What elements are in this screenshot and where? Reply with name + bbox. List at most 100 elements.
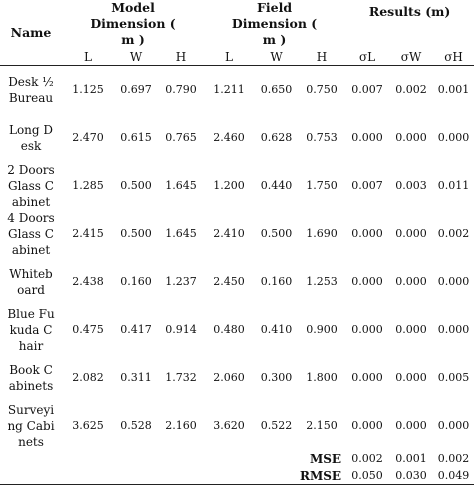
field-height-cell: 0.750 [306, 83, 338, 96]
field-width-cell: 0.160 [260, 275, 293, 288]
sigma-width-cell: 0.000 [395, 131, 427, 144]
field-height-cell: 0.900 [306, 323, 338, 336]
model-height-cell: 0.765 [165, 131, 197, 144]
model-height-cell: 1.645 [165, 227, 197, 240]
sigma-height-cell: 0.000 [437, 323, 470, 336]
sigma-length-cell: 0.000 [351, 323, 383, 336]
field-length-cell: 2.060 [213, 371, 245, 384]
sigma-length-cell: 0.007 [351, 83, 383, 96]
field-width-cell: 0.300 [260, 371, 293, 384]
row-name: Book Cabinets [8, 363, 54, 393]
field-length-cell: 2.460 [213, 131, 245, 144]
sigma-width-cell: 0.003 [395, 179, 427, 192]
sigma-width-header: σW [389, 48, 434, 66]
sigma-height-cell: 0.001 [437, 83, 470, 96]
model-width-cell: 0.528 [120, 419, 152, 432]
sigma-height-header: σH [433, 48, 474, 66]
row-name: Whiteboard [9, 267, 53, 297]
sigma-length-cell: 0.000 [351, 419, 383, 432]
field-length-cell: 1.211 [213, 83, 245, 96]
row-name: Surveying Cabinets [7, 403, 55, 449]
sigma-length-cell: 0.000 [351, 131, 383, 144]
model-height-header: H [158, 48, 205, 66]
model-height-cell: 1.732 [165, 371, 197, 384]
mse-row: MSE 0.002 0.001 0.002 [0, 450, 474, 467]
model-dimension-header: Model Dimension ( m ) [90, 0, 176, 47]
table-row: Desk ½ Bureau 1.125 0.697 0.790 1.211 0.… [0, 66, 474, 115]
rmse-label: RMSE [0, 467, 346, 485]
model-width-cell: 0.311 [120, 371, 152, 384]
model-length-header: L [62, 48, 114, 66]
model-height-cell: 1.645 [165, 179, 197, 192]
table-row: Surveying Cabinets 3.625 0.528 2.160 3.6… [0, 402, 474, 450]
field-height-cell: 1.690 [306, 227, 338, 240]
model-height-cell: 1.237 [165, 275, 197, 288]
field-width-cell: 0.440 [260, 179, 293, 192]
table-row: 2 Doors Glass Cabinet 1.285 0.500 1.645 … [0, 162, 474, 210]
table-row: 4 Doors Glass Cabinet 2.415 0.500 1.645 … [0, 210, 474, 258]
model-length-cell: 3.625 [72, 419, 104, 432]
table-row: Long Desk 2.470 0.615 0.765 2.460 0.628 … [0, 114, 474, 162]
field-length-header: L [204, 48, 255, 66]
rmse-sigma-width: 0.030 [389, 467, 434, 485]
sigma-length-cell: 0.000 [351, 371, 383, 384]
field-width-cell: 0.410 [260, 323, 293, 336]
mse-sigma-width: 0.001 [395, 451, 427, 465]
rmse-sigma-height: 0.049 [433, 467, 474, 485]
sigma-width-cell: 0.000 [395, 275, 427, 288]
field-width-cell: 0.628 [260, 131, 293, 144]
mse-label: MSE [309, 451, 342, 466]
sigma-length-cell: 0.007 [351, 179, 383, 192]
sigma-width-cell: 0.000 [395, 371, 427, 384]
sigma-width-cell: 0.000 [395, 419, 427, 432]
sigma-height-cell: 0.000 [437, 419, 470, 432]
model-length-cell: 2.470 [72, 131, 104, 144]
field-width-cell: 0.500 [260, 227, 293, 240]
model-width-cell: 0.500 [120, 179, 152, 192]
sigma-height-cell: 0.005 [437, 371, 470, 384]
field-length-cell: 0.480 [213, 323, 245, 336]
model-length-cell: 0.475 [72, 323, 104, 336]
results-header: Results (m) [368, 4, 451, 19]
model-length-cell: 2.415 [72, 227, 104, 240]
sigma-height-cell: 0.002 [437, 227, 470, 240]
model-length-cell: 1.125 [72, 83, 104, 96]
row-name: 4 Doors Glass Cabinet [7, 211, 55, 257]
row-name: Long Desk [8, 123, 54, 153]
sigma-height-cell: 0.011 [437, 179, 470, 192]
table-row: Blue Fukuda Chair 0.475 0.417 0.914 0.48… [0, 306, 474, 354]
field-height-cell: 2.150 [306, 419, 338, 432]
field-dimension-header: Field Dimension ( m ) [231, 0, 318, 47]
field-length-cell: 2.410 [213, 227, 245, 240]
sigma-width-cell: 0.000 [395, 227, 427, 240]
field-width-cell: 0.650 [260, 83, 293, 96]
sigma-width-cell: 0.000 [395, 323, 427, 336]
model-height-cell: 2.160 [165, 419, 197, 432]
table-row: Whiteboard 2.438 0.160 1.237 2.450 0.160… [0, 258, 474, 306]
model-length-cell: 1.285 [72, 179, 104, 192]
field-length-cell: 1.200 [213, 179, 245, 192]
row-name: 2 Doors Glass Cabinet [7, 163, 55, 209]
mse-sigma-length: 0.002 [351, 451, 383, 465]
field-height-cell: 1.800 [306, 371, 338, 384]
model-width-header: W [114, 48, 158, 66]
model-length-cell: 2.438 [72, 275, 104, 288]
sigma-length-cell: 0.000 [351, 227, 383, 240]
model-height-cell: 0.914 [165, 323, 197, 336]
sigma-height-cell: 0.000 [437, 131, 470, 144]
sigma-height-cell: 0.000 [437, 275, 470, 288]
model-width-cell: 0.697 [120, 83, 152, 96]
mse-sigma-height: 0.002 [437, 451, 470, 465]
sigma-length-cell: 0.000 [351, 275, 383, 288]
sigma-width-cell: 0.002 [395, 83, 427, 96]
model-width-cell: 0.417 [120, 323, 152, 336]
name-column-header: Name [0, 0, 62, 66]
model-width-cell: 0.160 [120, 275, 152, 288]
model-height-cell: 0.790 [165, 83, 197, 96]
sigma-length-header: σL [345, 48, 390, 66]
model-width-cell: 0.500 [120, 227, 152, 240]
field-width-header: W [254, 48, 300, 66]
field-length-cell: 2.450 [213, 275, 245, 288]
